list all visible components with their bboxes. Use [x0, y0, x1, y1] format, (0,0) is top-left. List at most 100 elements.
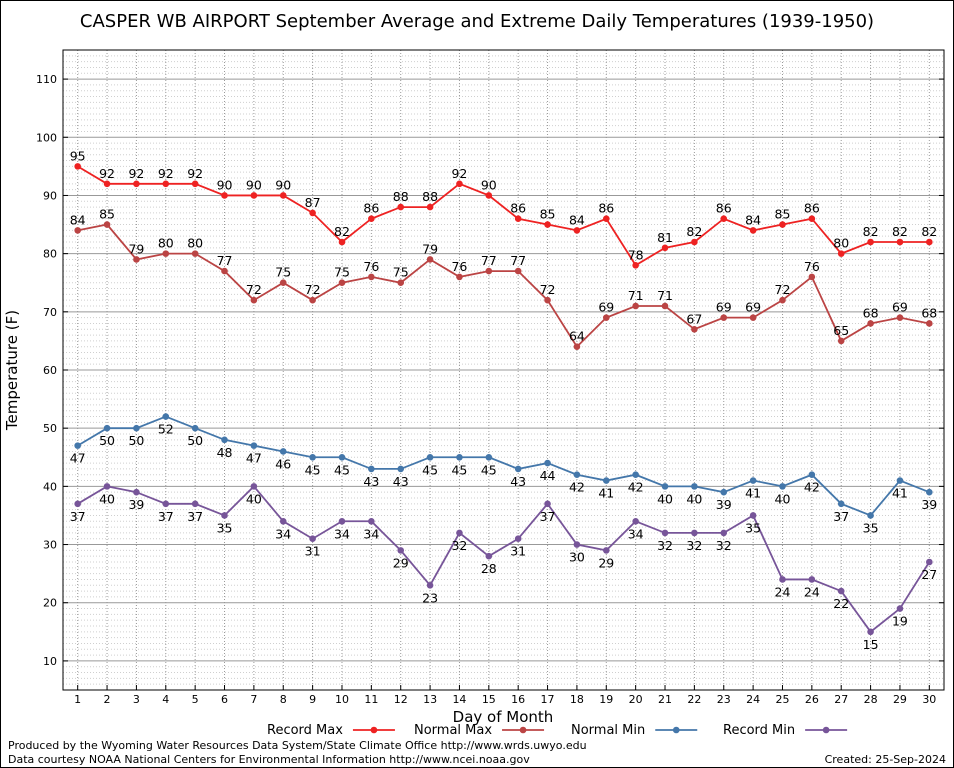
legend-label: Record Max: [267, 723, 343, 738]
data-point: [926, 238, 933, 246]
series-normal-max: 84 85 79 80 80 77 72 75 72 75 76 75 79 76 77 77 72 64 69 71…: [70, 207, 937, 351]
data-point: [368, 465, 375, 473]
data-label: 75: [334, 265, 350, 280]
data-label: 86: [804, 201, 820, 216]
data-point: [279, 192, 287, 199]
data-label: 85: [775, 207, 791, 222]
data-label: 71: [657, 288, 673, 303]
data-label: 50: [128, 433, 144, 448]
data-label: 48: [217, 445, 233, 460]
legend-swatch-marker: [370, 726, 378, 734]
data-label: 37: [540, 509, 556, 524]
series-line: [77, 223, 930, 349]
data-point: [309, 296, 316, 304]
data-point: [368, 517, 375, 525]
data-label: 86: [716, 201, 732, 216]
x-tick-label: 26: [805, 693, 819, 706]
data-point: [456, 453, 463, 461]
data-label: 47: [70, 451, 86, 466]
y-tick-label: 100: [36, 131, 57, 144]
data-label: 50: [99, 433, 115, 448]
data-point: [896, 314, 904, 321]
data-point: [896, 238, 904, 246]
data-label: 41: [598, 486, 614, 501]
data-point: [573, 227, 581, 234]
data-label: 81: [657, 230, 673, 245]
data-label: 45: [451, 462, 467, 477]
data-point: [720, 529, 728, 537]
data-label: 90: [246, 177, 262, 192]
data-label: 32: [657, 538, 673, 553]
data-point: [837, 250, 845, 257]
data-label: 32: [686, 538, 702, 553]
chart-title: CASPER WB AIRPORT September Average and …: [80, 11, 874, 32]
x-tick-label: 1: [74, 693, 81, 706]
x-tick-label: 10: [335, 693, 349, 706]
data-label: 86: [363, 201, 379, 216]
series-line: [77, 485, 931, 634]
y-tick-label: 40: [43, 480, 57, 493]
data-point: [867, 512, 874, 519]
data-point: [779, 483, 786, 490]
data-label: 69: [716, 300, 732, 315]
data-label: 40: [775, 491, 791, 506]
data-label: 84: [70, 212, 86, 227]
data-label: 71: [628, 288, 644, 303]
data-point: [103, 424, 111, 432]
data-point: [779, 576, 786, 583]
x-tick-label: 12: [394, 693, 408, 706]
data-label: 77: [510, 253, 526, 268]
data-point: [74, 227, 81, 234]
data-point: [691, 238, 698, 246]
data-point: [632, 471, 639, 479]
data-label: 39: [128, 497, 144, 512]
data-point: [749, 314, 757, 321]
data-label: 79: [422, 241, 438, 256]
data-point: [250, 483, 258, 490]
data-label: 34: [334, 526, 350, 541]
data-label: 87: [305, 195, 321, 210]
grid: [63, 49, 944, 691]
data-point: [602, 547, 610, 554]
y-tick-label: 20: [43, 597, 57, 610]
data-label: 72: [775, 282, 791, 297]
data-point: [162, 250, 170, 257]
data-point: [221, 512, 228, 519]
data-label: 92: [128, 166, 144, 181]
data-point: [191, 500, 199, 508]
data-point: [602, 314, 610, 321]
data-label: 37: [70, 509, 86, 524]
data-point: [191, 424, 199, 432]
x-axis-label: Day of Month: [453, 708, 554, 726]
data-point: [485, 552, 493, 560]
data-label: 95: [70, 148, 86, 163]
data-point: [368, 215, 375, 223]
data-point: [103, 180, 111, 188]
x-tick-label: 5: [192, 693, 199, 706]
x-tick-label: 15: [482, 693, 496, 706]
series-line: [77, 165, 930, 267]
data-point: [808, 273, 816, 281]
data-label: 68: [863, 305, 879, 320]
data-label: 75: [393, 265, 409, 280]
data-point: [837, 587, 845, 595]
data-label: 15: [863, 637, 879, 652]
x-tick-label: 22: [687, 693, 701, 706]
data-label: 40: [686, 491, 702, 506]
data-label: 82: [863, 224, 879, 239]
data-label: 50: [187, 433, 203, 448]
data-point: [573, 471, 581, 479]
data-label: 82: [892, 224, 908, 239]
data-point: [661, 244, 669, 252]
footer-produced-by: Produced by the Wyoming Water Resources …: [8, 739, 587, 752]
data-label: 41: [745, 486, 761, 501]
data-label: 92: [187, 166, 203, 181]
x-tick-label: 18: [570, 693, 584, 706]
data-point: [485, 453, 493, 461]
data-label: 86: [598, 201, 614, 216]
data-label: 77: [481, 253, 497, 268]
data-label: 29: [393, 555, 409, 570]
y-axis-label: Temperature (F): [3, 310, 21, 431]
